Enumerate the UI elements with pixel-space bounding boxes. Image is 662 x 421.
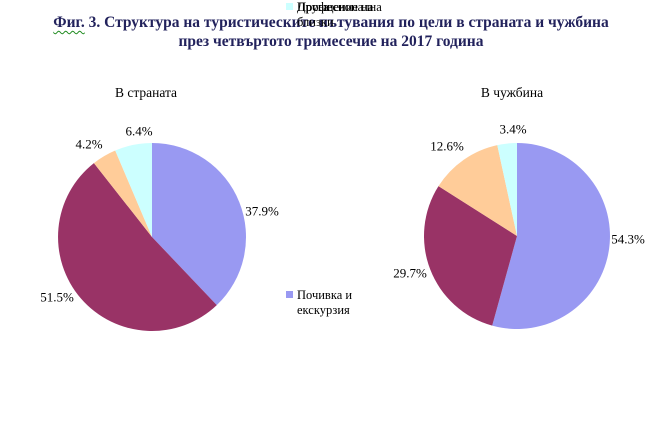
pie-0-slice-0 <box>152 143 247 306</box>
left-chart-title: В страната <box>114 85 178 100</box>
pie-data-label: 3.4% <box>499 122 526 137</box>
figure-caption-line2: през четвъртото тримесечие на 2017 годин… <box>178 33 484 50</box>
legend-color-swatch <box>286 3 293 10</box>
legend-color-swatch <box>286 291 293 298</box>
pie-data-label: 12.6% <box>430 139 464 154</box>
pie-data-label: 29.7% <box>393 266 427 281</box>
legend-item-label: Професионална <box>297 0 382 14</box>
pie-1-slice-1 <box>424 186 517 326</box>
legend-item-label: Почивка и екскурзия <box>297 288 353 317</box>
legend-item-other: Друга <box>286 0 370 15</box>
right-chart-title: В чужбина <box>480 85 544 100</box>
legend-item-label: Посещение на близки <box>297 0 374 29</box>
figure-caption-line1-rest: 3. Структура на туристическите пътувания… <box>84 14 609 31</box>
pie-data-label: 6.4% <box>125 124 152 139</box>
pie-0-slice-2 <box>93 150 152 237</box>
pie-data-label: 54.3% <box>611 232 645 247</box>
pie-1-slice-2 <box>438 145 517 236</box>
legend-item-visit-relatives: Посещение на близки <box>286 0 374 30</box>
pie-1-slice-3 <box>497 142 517 236</box>
pie-1-slice-0 <box>492 143 610 329</box>
figure-caption-prefix: Фиг. <box>53 14 85 31</box>
legend-item-holiday: Почивка и екскурзия <box>286 288 370 318</box>
pie-data-label: 37.9% <box>245 204 279 219</box>
figure-caption: Фиг. 3. Структура на туристическите пъту… <box>0 13 662 51</box>
pie-0-slice-3 <box>115 143 152 237</box>
legend-item-label: Друга <box>297 0 329 14</box>
figure-caption-line1: Фиг. 3. Структура на туристическите пъту… <box>0 13 662 32</box>
pie-data-label: 51.5% <box>40 290 74 305</box>
pie-data-label: 4.2% <box>75 137 102 152</box>
pie-0-slice-1 <box>58 163 217 331</box>
